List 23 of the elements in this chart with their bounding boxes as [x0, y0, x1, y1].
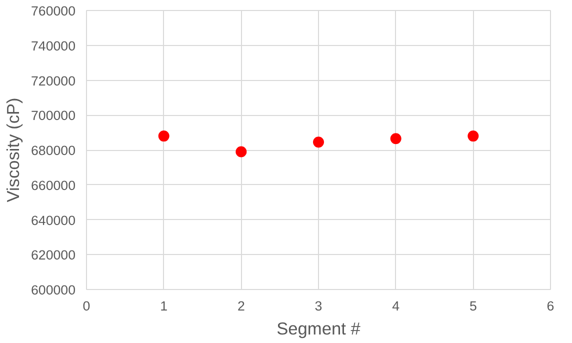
y-tick-label: 600000	[31, 282, 76, 298]
y-tick-label: 680000	[31, 143, 76, 158]
x-tick-label: 1	[160, 298, 168, 314]
x-tick-label: 3	[314, 298, 322, 314]
point	[313, 136, 324, 148]
y-tick-label: 640000	[31, 212, 76, 228]
point	[158, 130, 170, 142]
point	[236, 146, 247, 158]
y-tick-label: 740000	[31, 38, 76, 54]
x-axis-title: Segment #	[276, 318, 361, 338]
x-tick-label: 0	[82, 298, 90, 314]
point	[468, 130, 479, 142]
x-tick-label: 5	[469, 298, 477, 314]
x-tick-label: 4	[392, 298, 400, 314]
y-tick-label: 760000	[31, 4, 76, 18]
y-tick-label: 720000	[31, 73, 76, 88]
y-tick-label: 700000	[31, 108, 76, 124]
x-tick-label: 6	[546, 298, 554, 314]
x-tick-label: 2	[237, 298, 245, 314]
y-tick-label: 660000	[31, 178, 76, 193]
y-tick-label: 620000	[31, 248, 76, 263]
y-axis-title: Viscosity (cP)	[3, 98, 24, 202]
point	[390, 133, 402, 144]
